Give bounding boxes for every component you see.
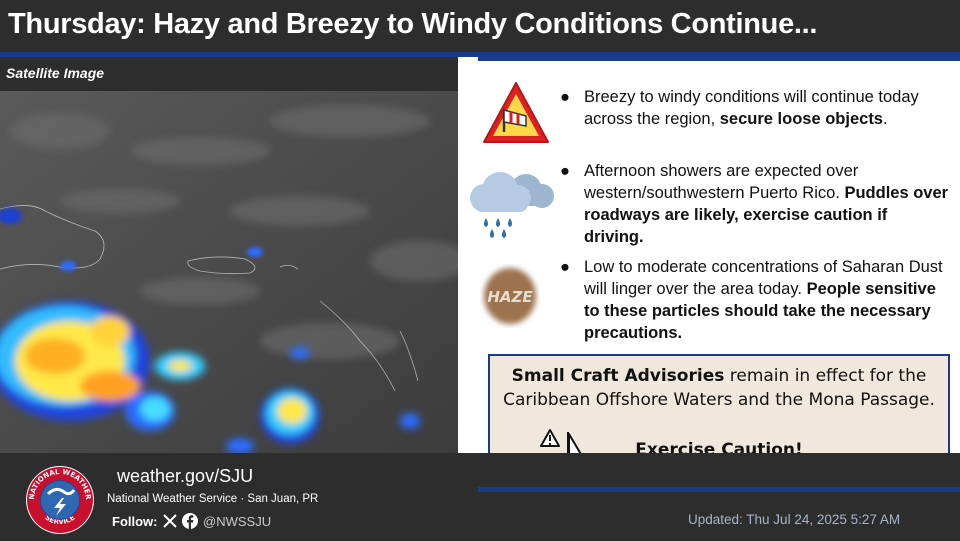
office-name: National Weather Service · San Juan, PR [107,493,319,505]
follow-label: Follow: [112,514,158,529]
footer-stripe [478,487,960,492]
social-handle[interactable]: @NWSSJU [203,514,272,529]
bullet-dot: ● [560,88,570,106]
updated-timestamp: Updated: Thu Jul 24, 2025 5:27 AM [688,512,901,527]
haze-icon: HAZE [480,264,540,333]
website-link[interactable]: weather.gov/SJU [117,466,254,486]
page-title: Thursday: Hazy and Breezy to Windy Condi… [8,8,818,40]
satellite-label: Satellite Image [6,65,105,81]
bullet-dot: ● [560,162,570,180]
windsock-warning-icon [482,80,550,151]
satellite-image [0,91,470,453]
bullet-dust: ● Low to moderate concentrations of Saha… [560,258,943,342]
facebook-icon[interactable] [182,513,198,534]
bullet-dot: ● [560,258,570,276]
nws-logo: NATIONAL WEATHER SERVICE [24,464,96,536]
x-icon[interactable] [163,514,177,533]
panel-stripe [478,57,960,61]
bullet-wind: ● Breezy to windy conditions will contin… [560,88,919,128]
header-stripe [0,52,960,57]
header-bar [0,0,960,62]
svg-text:HAZE: HAZE [487,288,533,306]
bullet-showers: ● Afternoon showers are expected over we… [560,162,949,246]
footer-bar [0,453,960,540]
rain-cloud-icon [466,166,562,247]
advisory-text: Small Craft Advisories remain in effect … [503,366,935,410]
satellite-label-bar: Satellite Image [0,57,470,91]
